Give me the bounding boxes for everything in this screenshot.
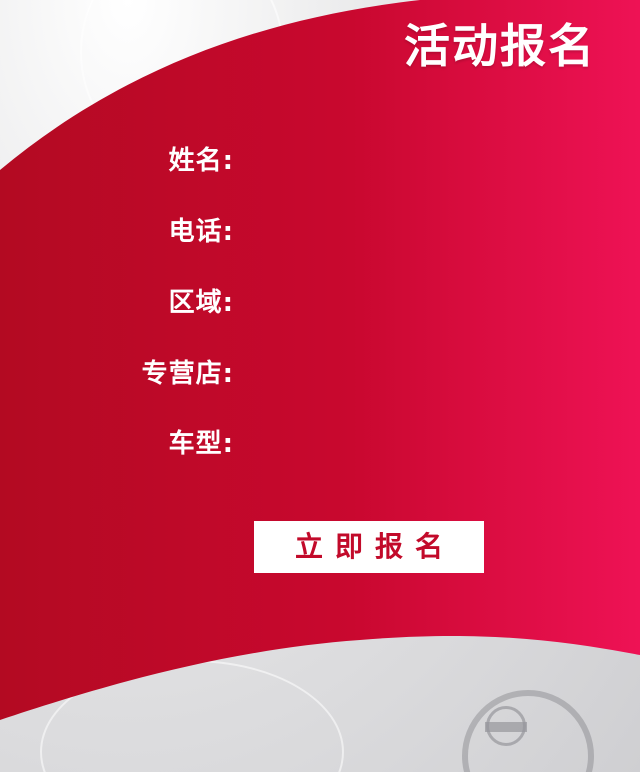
name-field-row: 姓名: <box>0 126 640 182</box>
name-input[interactable] <box>244 136 578 174</box>
model-input[interactable] <box>244 419 578 457</box>
phone-label: 电话: <box>168 217 234 247</box>
page-title: 活动报名 <box>404 19 596 73</box>
dealer-label: 专营店: <box>141 359 234 389</box>
model-label: 车型: <box>168 429 234 459</box>
region-input[interactable] <box>244 278 578 316</box>
brand-logo-icon <box>485 706 527 746</box>
name-label: 姓名: <box>168 146 234 176</box>
dealer-input[interactable] <box>244 349 578 387</box>
phone-input[interactable] <box>244 207 578 245</box>
region-label: 区域: <box>168 288 234 318</box>
model-field-row: 车型: <box>0 409 640 465</box>
dealer-field-row: 专营店: <box>0 339 640 395</box>
phone-field-row: 电话: <box>0 197 640 253</box>
register-now-button[interactable]: 立即报名 <box>254 521 484 573</box>
region-field-row: 区域: <box>0 268 640 324</box>
